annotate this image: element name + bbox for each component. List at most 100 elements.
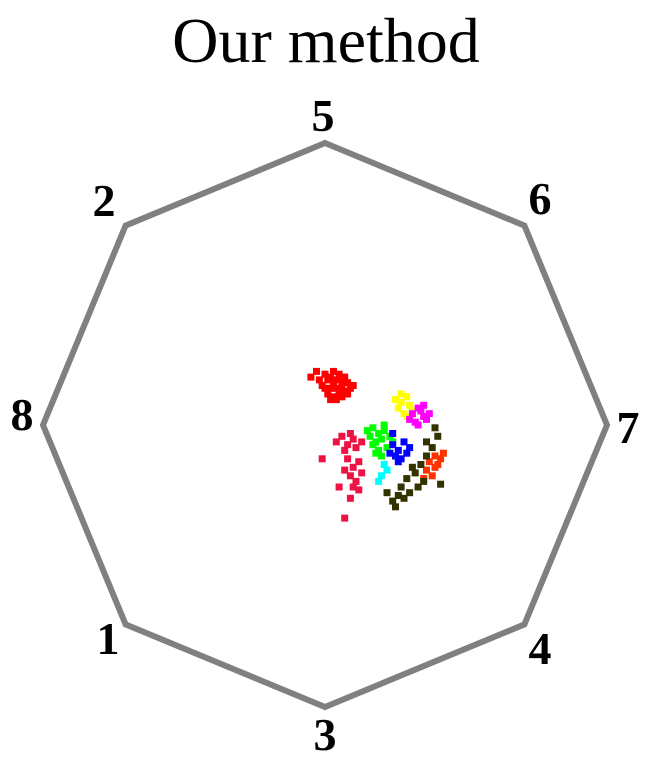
scatter-point bbox=[358, 469, 366, 477]
scatter-point bbox=[437, 480, 445, 488]
scatter-point bbox=[318, 455, 326, 463]
scatter-point bbox=[397, 483, 405, 491]
scatter-point bbox=[321, 370, 329, 378]
scatter-point bbox=[414, 421, 422, 429]
scatter-point bbox=[335, 370, 343, 378]
scatter-point bbox=[411, 469, 419, 477]
scatter-point bbox=[324, 376, 332, 384]
scatter-point bbox=[352, 444, 360, 452]
scatter-point bbox=[341, 514, 349, 522]
scatter-point bbox=[344, 455, 352, 463]
scatter-point bbox=[380, 461, 388, 468]
scatter-point bbox=[403, 393, 411, 401]
scatter-point bbox=[366, 432, 374, 440]
scatter-point bbox=[423, 466, 430, 474]
scatter-point bbox=[327, 396, 335, 404]
scatter-point bbox=[338, 376, 346, 384]
scatter-point bbox=[437, 455, 445, 463]
scatter-point bbox=[335, 483, 343, 491]
scatter-point bbox=[346, 472, 354, 480]
scatter-point bbox=[394, 404, 402, 412]
scatter-point bbox=[408, 410, 416, 418]
scatter-point bbox=[392, 503, 399, 511]
scatter-point bbox=[355, 486, 363, 494]
scatter-points bbox=[307, 367, 447, 522]
scatter-point bbox=[394, 458, 402, 466]
scatter-point bbox=[403, 475, 411, 483]
scatter-point bbox=[341, 466, 349, 474]
scatter-point bbox=[344, 441, 352, 449]
vertex-label: 2 bbox=[93, 175, 116, 226]
scatter-point bbox=[420, 401, 428, 409]
scatter-point bbox=[389, 430, 397, 437]
scatter-point bbox=[313, 367, 320, 375]
scatter-point bbox=[423, 452, 430, 460]
scatter-point bbox=[377, 452, 385, 460]
vertex-label: 4 bbox=[529, 623, 552, 674]
scatter-point bbox=[375, 430, 383, 437]
scatter-point bbox=[389, 441, 397, 449]
scatter-point bbox=[423, 438, 430, 446]
scatter-point bbox=[406, 401, 414, 409]
vertex-label: 7 bbox=[617, 402, 640, 453]
scatter-point bbox=[400, 494, 408, 502]
scatter-point bbox=[425, 458, 433, 466]
scatter-point bbox=[428, 444, 436, 452]
scatter-point bbox=[389, 497, 397, 505]
vertex-label: 8 bbox=[11, 389, 34, 440]
scatter-point bbox=[420, 477, 428, 485]
scatter-point bbox=[406, 415, 414, 423]
scatter-point bbox=[417, 407, 425, 415]
scatter-point bbox=[439, 449, 447, 457]
scatter-point bbox=[377, 472, 385, 480]
scatter-point bbox=[338, 382, 346, 389]
scatter-point bbox=[431, 452, 439, 460]
scatter-point bbox=[349, 483, 357, 491]
scatter-point bbox=[349, 463, 357, 471]
scatter-point bbox=[330, 367, 337, 375]
scatter-point bbox=[341, 446, 349, 454]
scatter-point bbox=[414, 483, 422, 491]
scatter-point bbox=[315, 376, 323, 384]
scatter-point bbox=[380, 421, 388, 429]
scatter-point bbox=[352, 477, 360, 485]
scatter-point bbox=[406, 489, 414, 497]
scatter-point bbox=[330, 382, 337, 389]
scatter-point bbox=[375, 477, 383, 485]
scatter-point bbox=[394, 446, 402, 454]
scatter-point bbox=[403, 449, 411, 457]
scatter-point bbox=[346, 494, 354, 502]
scatter-point bbox=[423, 415, 430, 423]
vertex-label: 5 bbox=[312, 90, 335, 141]
scatter-point bbox=[307, 373, 315, 381]
scatter-point bbox=[335, 390, 343, 398]
scatter-point bbox=[397, 398, 405, 406]
scatter-point bbox=[431, 424, 439, 432]
scatter-point bbox=[358, 438, 366, 446]
vertex-label: 6 bbox=[529, 173, 552, 224]
vertex-label: 1 bbox=[97, 613, 120, 664]
chart-title: Our method bbox=[172, 5, 480, 76]
scatter-point bbox=[363, 427, 371, 435]
scatter-point bbox=[377, 435, 385, 443]
scatter-point bbox=[324, 390, 332, 398]
octagon-outline bbox=[39, 139, 611, 711]
scatter-point bbox=[369, 441, 377, 449]
scatter-point bbox=[332, 396, 340, 404]
scatter-point bbox=[428, 472, 436, 480]
scatter-point bbox=[332, 438, 340, 446]
scatter-point bbox=[434, 432, 442, 440]
scatter-point bbox=[346, 430, 354, 437]
scatter-point bbox=[408, 463, 416, 471]
scatter-point bbox=[383, 489, 391, 497]
scatter-point bbox=[338, 432, 346, 440]
scatter-point bbox=[417, 461, 425, 468]
vertex-label: 3 bbox=[314, 709, 337, 760]
scatter-point bbox=[383, 444, 391, 452]
scatter-point bbox=[332, 376, 340, 384]
scatter-point bbox=[394, 492, 402, 499]
scatter-point bbox=[397, 390, 405, 398]
scatter-point bbox=[372, 449, 380, 457]
scatter-point bbox=[349, 382, 357, 389]
